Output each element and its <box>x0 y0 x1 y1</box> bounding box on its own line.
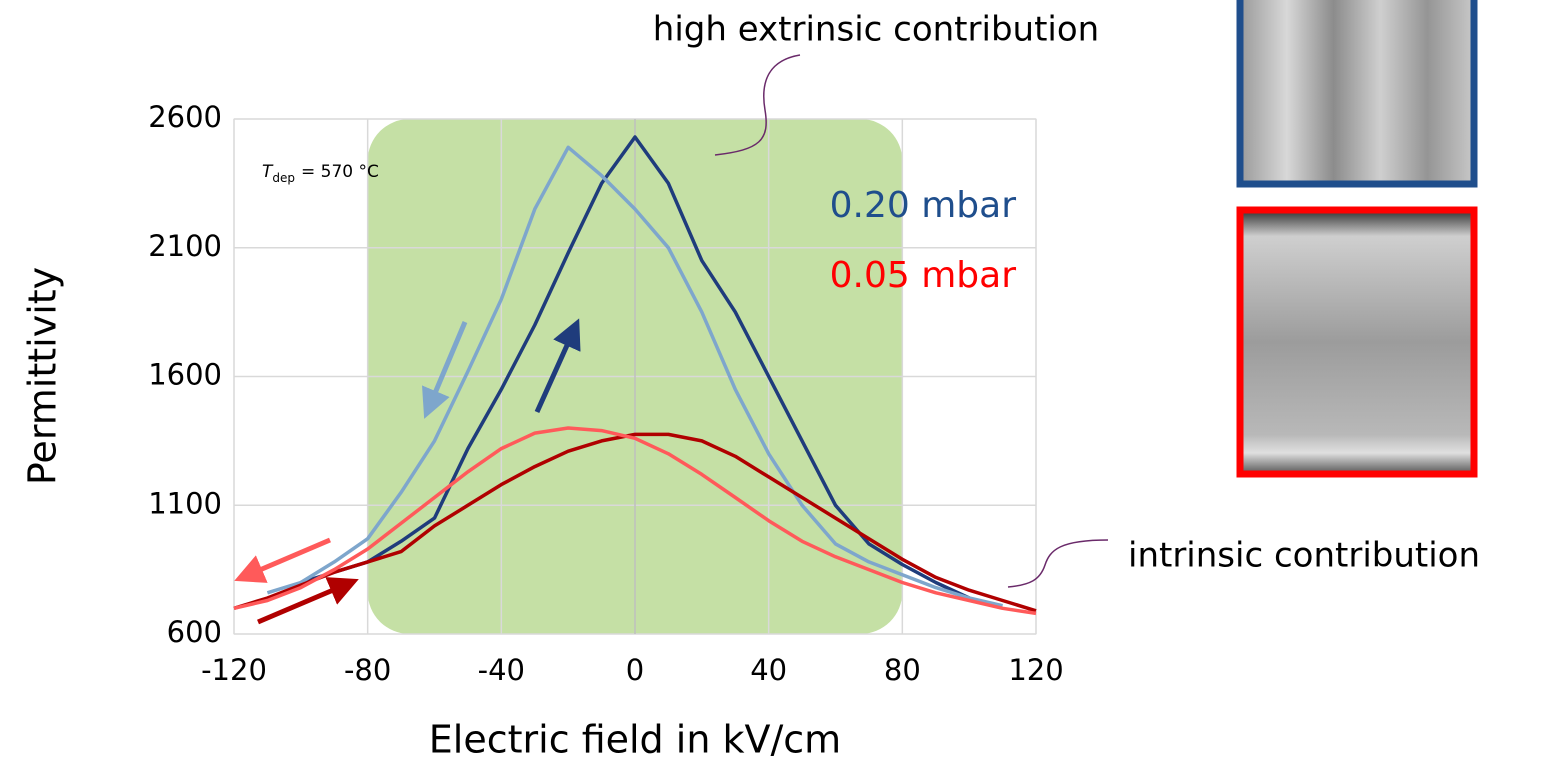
condition-symbol: T <box>262 162 274 182</box>
legend-label: 0.05 mbar <box>830 255 1017 296</box>
y-tick-label: 1600 <box>148 358 222 392</box>
curve-layer <box>233 135 1037 616</box>
x-tick-label: -40 <box>478 653 525 687</box>
x-tick-label: 120 <box>1008 653 1063 687</box>
condition-label: Tdep = 570 °C <box>262 162 379 185</box>
annotation-connector <box>714 54 801 156</box>
sweep-arrow <box>234 537 331 583</box>
data-line <box>266 145 1003 608</box>
sweep-arrow <box>534 318 581 414</box>
condition-subscript: dep <box>272 171 295 185</box>
x-tick-label: 40 <box>750 653 787 687</box>
sem-image <box>1236 0 1478 188</box>
condition-text: = 570 °C <box>301 162 379 182</box>
x-tick-label: -120 <box>201 653 267 687</box>
y-tick-label: 2600 <box>148 100 222 134</box>
x-tick-label: 80 <box>884 653 921 687</box>
x-axis-title: Electric field in kV/cm <box>429 718 841 762</box>
annotation-connector <box>1007 539 1109 588</box>
x-tick-label: -80 <box>344 653 391 687</box>
y-tick-label: 1100 <box>148 486 222 520</box>
legend-label: 0.20 mbar <box>830 185 1017 226</box>
y-axis-title: Permittivity <box>21 267 65 485</box>
data-line <box>233 426 1037 616</box>
annotation: high extrinsic contribution <box>653 10 1099 50</box>
sem-image <box>1236 206 1478 478</box>
y-tick-label: 2100 <box>148 229 222 263</box>
sweep-arrow <box>257 577 359 625</box>
x-tick-label: 0 <box>626 653 644 687</box>
y-tick-label: 600 <box>167 615 222 649</box>
sweep-arrow <box>422 321 468 419</box>
annotation: intrinsic contribution <box>1128 536 1480 576</box>
data-line <box>233 432 1037 613</box>
